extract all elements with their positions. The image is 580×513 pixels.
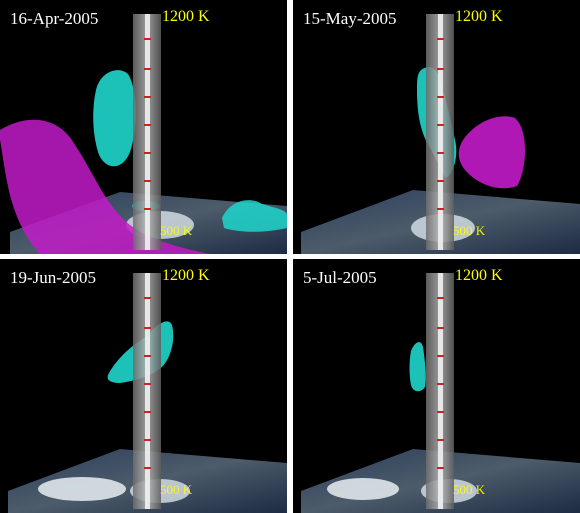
altitude-axis [438,273,443,509]
ice-sheet [327,478,399,500]
scene-may [301,14,580,254]
panel-jun: 19-Jun-2005 1200 K 500 K [0,259,287,513]
date-label: 16-Apr-2005 [10,9,99,28]
bottom-temperature-label: 500 K [160,482,193,497]
date-label: 19-Jun-2005 [10,268,96,287]
altitude-axis [145,14,150,250]
date-label: 15-May-2005 [303,9,397,28]
altitude-axis [145,273,150,509]
bottom-temperature-label: 500 K [160,223,193,238]
anticyclone-surface [0,119,210,254]
top-temperature-label: 1200 K [455,267,503,284]
vortex-surface-low [222,200,287,232]
panel-apr: 16-Apr-2005 1200 K 500 K [0,0,287,254]
vortex-surface [93,70,136,167]
altitude-ticks [437,38,444,210]
altitude-axis [438,14,443,250]
top-temperature-label: 1200 K [455,8,503,25]
anticyclone-surface [458,116,525,189]
date-label: 5-Jul-2005 [303,268,377,287]
bottom-temperature-label: 500 K [453,223,486,238]
top-temperature-label: 1200 K [162,267,210,284]
scene-apr [0,14,287,254]
altitude-ticks [437,297,444,469]
ice-sheet [38,477,126,501]
panel-may: 15-May-2005 1200 K 500 K [293,0,580,254]
panel-jul: 5-Jul-2005 1200 K 500 K [293,259,580,513]
vortex-surface [409,342,426,392]
altitude-ticks [144,38,151,210]
altitude-ticks [144,297,151,469]
scene-jul [301,273,580,513]
bottom-temperature-label: 500 K [453,482,486,497]
scene-jun [8,273,287,513]
top-temperature-label: 1200 K [162,8,210,25]
